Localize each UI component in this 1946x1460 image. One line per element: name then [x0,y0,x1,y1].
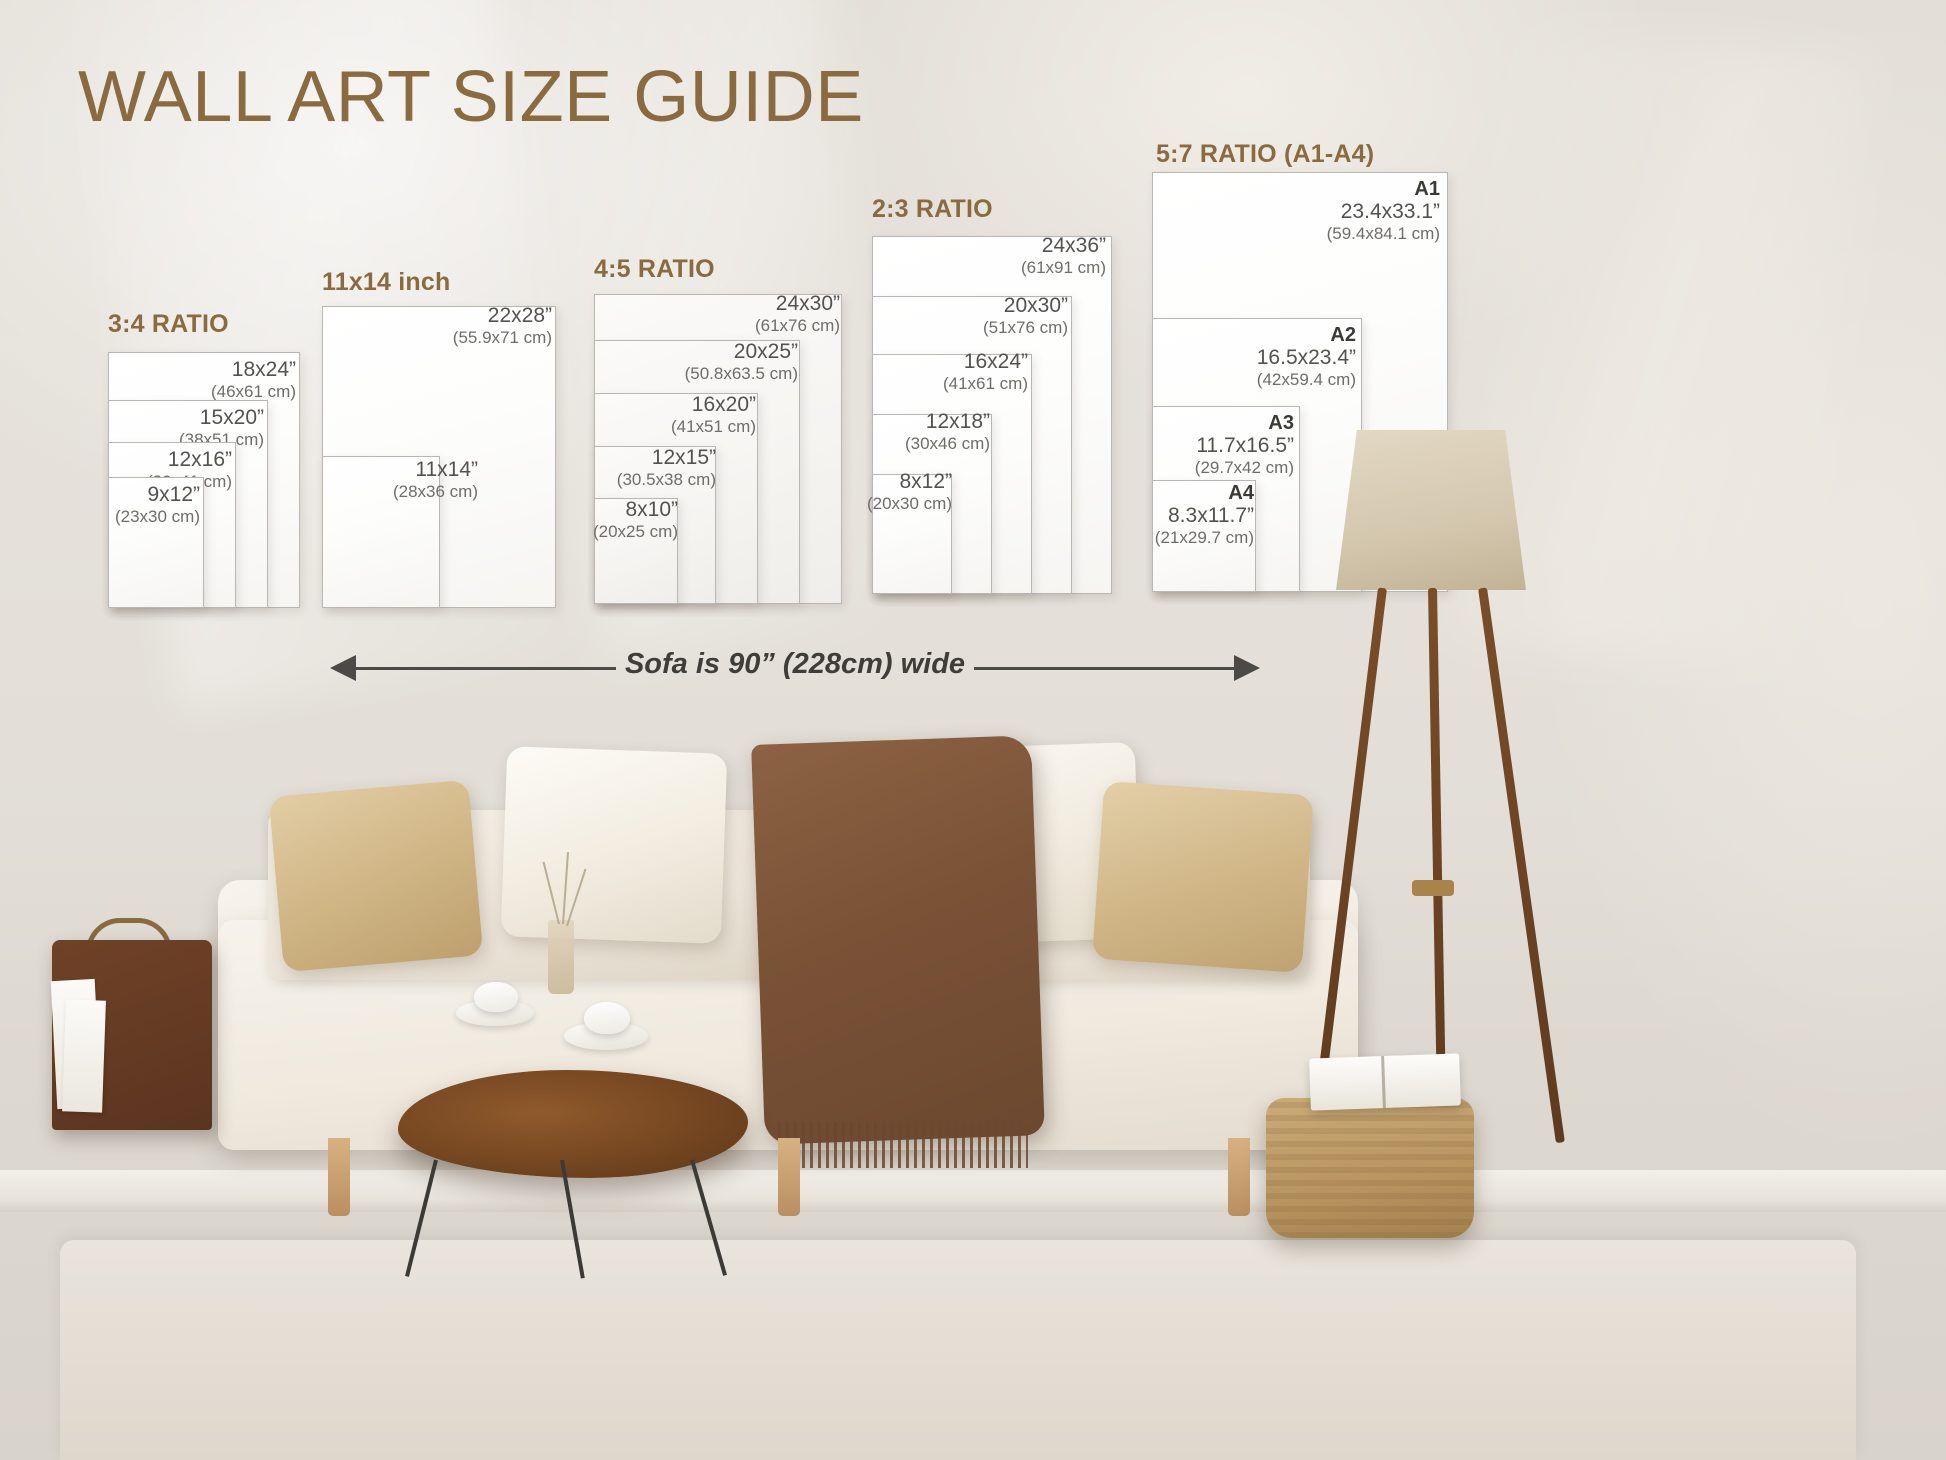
wall-baseboard [0,1170,1946,1212]
magazine-2 [62,999,106,1113]
frame-a4[interactable] [1152,480,1256,592]
group-title-2-3-ratio: 2:3 RATIO [872,195,993,223]
sofa-leg-1 [328,1138,350,1216]
brown-throw-blanket [751,735,1045,1145]
arrow-right-icon [1234,655,1260,681]
sofa-leg-2 [778,1138,800,1216]
group-title-11x14-inch: 11x14 inch [322,268,451,296]
sofa [218,730,1358,1216]
cup-front [584,1002,630,1034]
sofa-width-label: Sofa is 90” (228cm) wide [624,648,966,680]
vase [548,920,574,994]
arrow-left-icon [330,655,356,681]
size-group-3-4-ratio: 3:4 RATIO 18x24” (46x61 cm) 15x20” (38x5… [100,310,310,610]
cup-back [474,982,518,1012]
size-group-11x14-inch: 11x14 inch 22x28” (55.9x71 cm) 11x14” (2… [322,268,562,610]
frame-8x10[interactable] [594,498,678,604]
size-group-4-5-ratio: 4:5 RATIO 24x30” (61x76 cm) 20x25” (50.8… [588,250,850,610]
measure-line-right [974,667,1234,670]
frame-8x12[interactable] [872,474,952,594]
measure-line-left [356,667,616,670]
pillow-white-left [500,746,728,944]
coffee-table [398,1070,748,1178]
group-title-5-7-ratio: 5:7 RATIO (A1-A4) [1156,140,1375,168]
pillow-tan-left [268,779,484,973]
lamp-shade [1336,430,1526,590]
page-title: WALL ART SIZE GUIDE [78,57,864,137]
size-group-2-3-ratio: 2:3 RATIO 24x36” (61x91 cm) 20x30” (51x7… [867,192,1120,610]
sofa-leg-3 [1228,1138,1250,1216]
lamp-tripod-hub [1412,880,1454,896]
group-title-3-4-ratio: 3:4 RATIO [108,310,229,338]
throw-fringe [778,1122,1028,1168]
area-rug [60,1240,1856,1460]
pillow-tan-right [1092,780,1314,974]
sofa-width-measure: Sofa is 90” (228cm) wide [330,640,1260,694]
group-title-4-5-ratio: 4:5 RATIO [594,255,715,283]
woven-pouf [1266,1098,1474,1238]
frame-11x14[interactable] [322,456,440,608]
frame-9x12[interactable] [108,477,204,608]
